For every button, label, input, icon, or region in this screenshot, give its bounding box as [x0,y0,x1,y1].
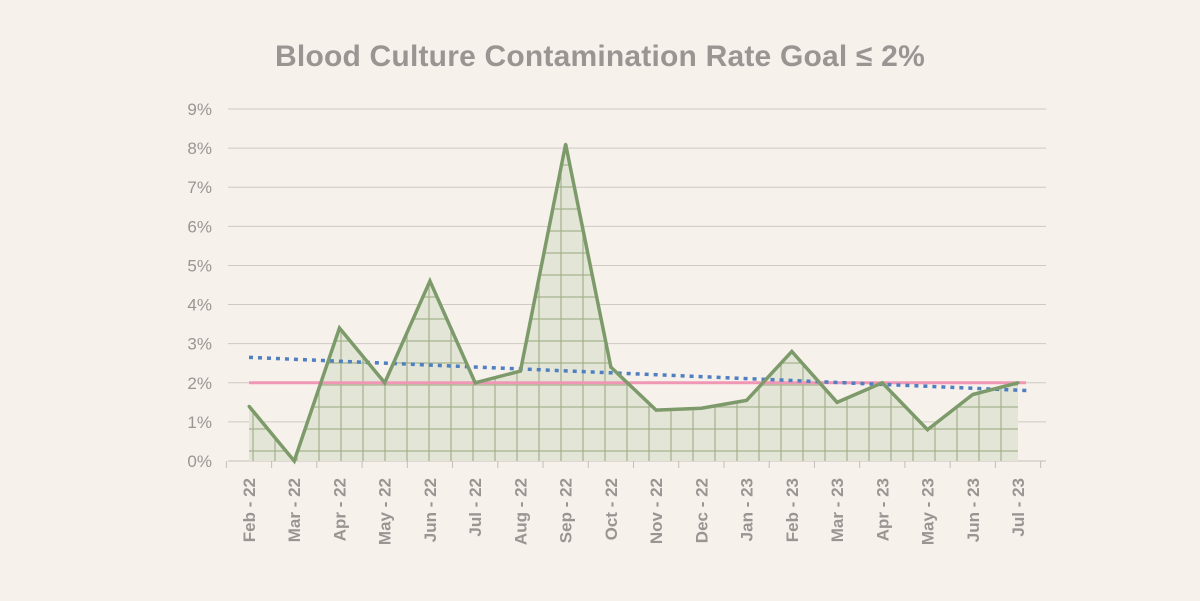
data-point [473,381,477,385]
x-tick-label: Sep - 22 [557,478,576,543]
x-tick-label: May - 23 [919,478,938,545]
y-tick-label: 4% [187,296,212,315]
area-layer [249,144,1018,461]
x-tick-label: Mar - 23 [828,478,847,542]
data-point [745,398,749,402]
data-point [247,404,251,408]
y-tick-label: 0% [187,452,212,471]
y-tick-label: 1% [187,413,212,432]
x-tick-label: Jul - 23 [1009,478,1028,537]
y-tick-label: 7% [187,178,212,197]
data-point [609,365,613,369]
data-point [880,381,884,385]
x-tick-label: Aug - 22 [511,478,530,545]
x-tick-label: Nov - 22 [647,478,666,544]
y-tick-label: 3% [187,335,212,354]
x-tick-label: May - 22 [376,478,395,545]
line-layer [247,142,1020,465]
y-axis: 0% 1% 2% 3% 4% 5% 6% 7% 8% 9% [187,100,212,471]
data-point [383,381,387,385]
data-point [835,400,839,404]
trend-layer [248,355,1029,393]
trend-line [248,355,1029,393]
x-tick-label: Mar - 22 [285,478,304,542]
data-point [926,428,930,432]
x-tick-label: Jun - 22 [421,478,440,542]
data-point [564,142,568,146]
y-tick-label: 2% [187,374,212,393]
x-axis: Feb - 22 Mar - 22 Apr - 22 May - 22 Jun - 22… [225,461,1042,545]
data-point [428,279,432,283]
data-point [292,459,296,463]
x-tick-label: Jun - 23 [964,478,983,542]
y-tick-label: 9% [187,100,212,119]
x-tick-label: Feb - 23 [783,478,802,542]
data-point [1016,381,1020,385]
x-tick-label: Oct - 22 [602,478,621,540]
data-point [337,326,341,330]
x-tick-label: Dec - 22 [692,478,711,543]
y-tick-label: 8% [187,139,212,158]
chart-title: Blood Culture Contamination Rate Goal ≤ … [275,40,925,73]
y-tick-label: 5% [187,256,212,275]
data-point [699,406,703,410]
x-tick-label: Feb - 22 [240,478,259,542]
data-point [971,393,975,397]
x-tick-label: Jan - 23 [738,478,757,541]
data-point [654,408,658,412]
x-tick-label: Apr - 23 [873,478,892,541]
series-line [247,143,1019,465]
x-tick-label: Apr - 22 [330,478,349,541]
data-point [790,349,794,353]
area-fill [249,144,1018,461]
y-tick-label: 6% [187,217,212,236]
data-point [518,369,522,373]
x-tick-label: Jul - 22 [466,478,485,537]
